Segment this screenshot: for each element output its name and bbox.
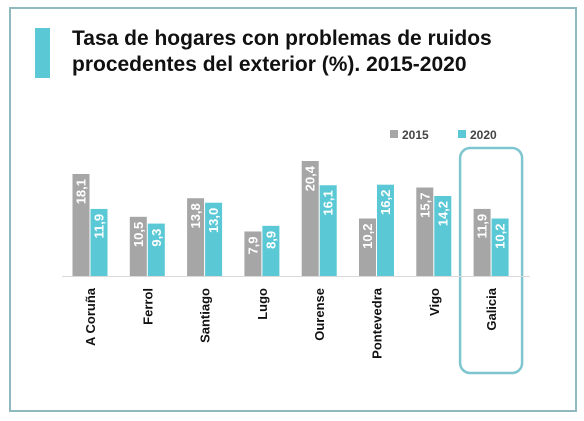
bar-2015-0 [72,173,90,276]
category-label-6: Vigo [427,288,442,316]
data-label-2015-6: 15,7 [417,193,432,218]
category-label-4: Ourense [312,288,327,341]
bar-2020-6 [434,195,452,276]
category-label-3: Lugo [255,288,270,320]
data-label-2020-5: 16,2 [378,190,393,215]
bar-2020-3 [262,225,280,276]
data-label-2020-0: 11,9 [92,214,107,239]
bar-2015-3 [244,231,262,276]
chart-title-line-2: procedentes del exterior (%). 2015-2020 [72,53,467,76]
data-label-2020-6: 14,2 [435,201,450,226]
bar-2015-5 [359,218,376,276]
legend-swatch-2015 [390,130,398,138]
bar-2020-7 [491,218,509,276]
category-label-1: Ferrol [140,288,155,325]
bar-2020-0 [90,208,108,276]
data-label-2015-3: 7,9 [245,236,260,254]
category-label-5: Pontevedra [370,287,385,359]
chart-title: Tasa de hogares con problemas de ruidos … [72,26,552,78]
bar-2020-5 [377,184,394,276]
data-label-2020-1: 9,3 [149,229,164,247]
data-label-2020-2: 13,0 [206,208,221,233]
data-label-2015-1: 10,5 [131,222,146,247]
bar-2015-7 [473,208,491,276]
bar-2015-4 [301,161,319,276]
data-label-2015-5: 10,2 [360,224,375,249]
category-label-7: Galicia [484,287,499,330]
highlight-box [458,146,524,375]
category-label-0: A Coruña [83,287,98,346]
bar-2020-1 [147,223,165,276]
bar-2015-1 [129,216,147,276]
data-label-2015-7: 11,9 [475,214,490,239]
category-label-2: Santiago [198,288,213,343]
bar-2015-6 [416,187,434,276]
bar-2015-2 [187,198,205,276]
data-label-2020-3: 8,9 [263,231,278,249]
data-label-2015-4: 20,4 [303,165,318,191]
data-label-2015-2: 13,8 [188,203,203,228]
title-accent-bar [35,28,50,78]
bar-2020-4 [319,185,337,276]
legend-label-2020: 2020 [470,128,497,142]
legend-swatch-2020 [458,130,466,138]
chart-title-line-1: Tasa de hogares con problemas de ruidos [72,27,492,50]
data-label-2015-0: 18,1 [74,179,89,204]
bar-2020-2 [205,202,223,276]
data-label-2020-7: 10,2 [493,224,508,249]
legend-label-2015: 2015 [402,128,429,142]
data-label-2020-4: 16,1 [321,190,336,215]
